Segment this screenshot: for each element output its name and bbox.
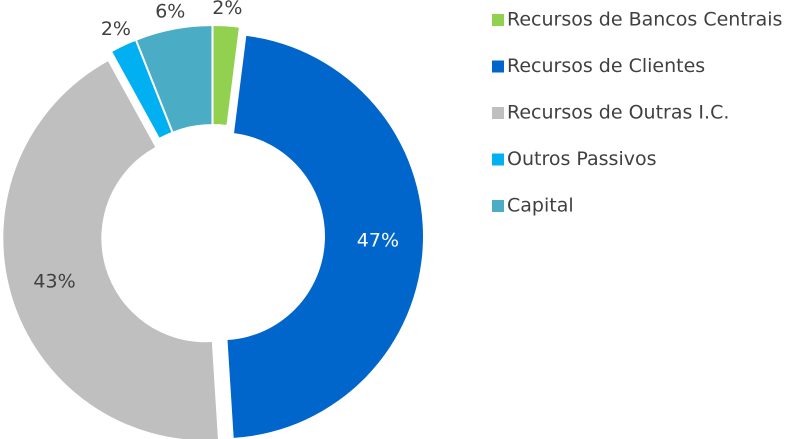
legend-swatch bbox=[492, 14, 504, 26]
legend-label: Capital bbox=[507, 195, 574, 217]
donut-segment bbox=[3, 61, 218, 439]
donut-segment bbox=[112, 40, 172, 138]
data-label: 2% bbox=[212, 0, 242, 19]
legend-label: Outros Passivos bbox=[507, 148, 657, 170]
donut-segment bbox=[213, 26, 239, 125]
legend-swatch bbox=[492, 107, 504, 119]
data-label: 2% bbox=[101, 18, 131, 40]
legend-label: Recursos de Clientes bbox=[507, 55, 705, 77]
legend-swatch bbox=[492, 60, 504, 73]
legend-label: Recursos de Outras I.C. bbox=[507, 102, 729, 124]
donut-segment bbox=[137, 26, 212, 132]
legend-swatch bbox=[492, 153, 504, 166]
data-label: 43% bbox=[33, 271, 75, 293]
legend-label: Recursos de Bancos Centrais bbox=[507, 9, 782, 31]
data-label: 47% bbox=[357, 230, 399, 252]
data-label: 6% bbox=[155, 1, 185, 23]
donut-segment bbox=[227, 35, 423, 438]
legend-swatch bbox=[492, 200, 504, 212]
